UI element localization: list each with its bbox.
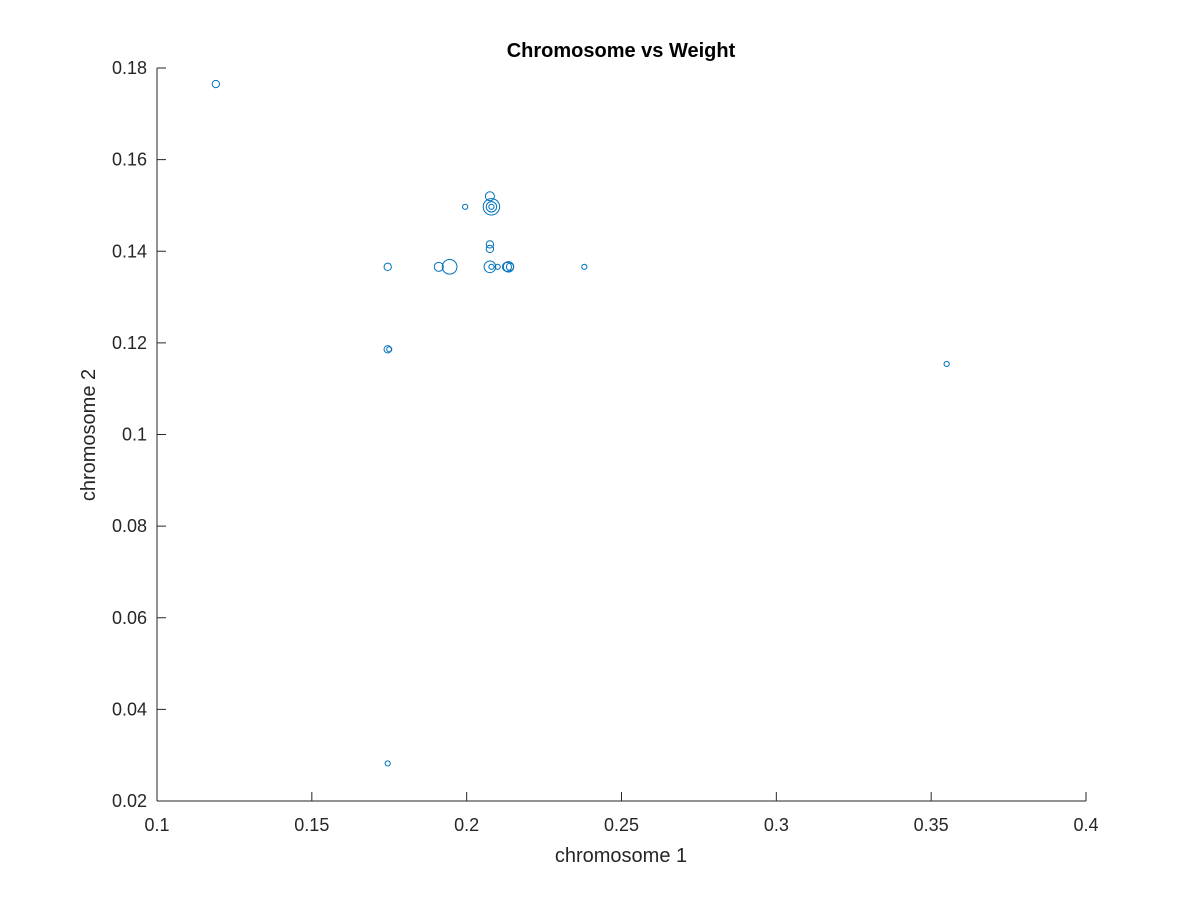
y-tick-label: 0.06: [112, 608, 147, 628]
axes: 0.1 0.15 0.2 0.25 0.3 0.35 0.4 0.02 0.04 0.06 0.08…: [112, 58, 1099, 835]
x-tick-label: 0.1: [144, 815, 169, 835]
x-tick-label: 0.35: [914, 815, 949, 835]
y-tick-label: 0.1: [122, 425, 147, 445]
data-point: [494, 263, 501, 270]
data-point: [581, 263, 588, 270]
data-point: [441, 258, 458, 275]
y-tick-label: 0.02: [112, 791, 147, 811]
y-tick-label: 0.16: [112, 150, 147, 170]
data-point: [211, 79, 221, 89]
data-point: [383, 262, 392, 272]
data-point: [488, 203, 495, 210]
data-point: [484, 191, 495, 202]
y-tick-label: 0.14: [112, 241, 147, 261]
chart-title: Chromosome vs Weight: [507, 40, 736, 62]
y-tick-label: 0.12: [112, 333, 147, 353]
x-tick-label: 0.2: [454, 815, 479, 835]
x-tick-label: 0.15: [294, 815, 329, 835]
data-point: [433, 261, 444, 272]
data-point: [386, 346, 393, 353]
y-tick-label: 0.08: [112, 516, 147, 536]
data-point: [483, 260, 497, 274]
data-point: [485, 240, 495, 249]
y-tick-label: 0.04: [112, 699, 147, 719]
data-point: [482, 198, 501, 216]
data-point: [462, 203, 469, 210]
data-point: [485, 244, 495, 254]
data-points: [211, 79, 950, 767]
data-point: [943, 360, 950, 368]
data-point: [485, 201, 498, 213]
x-tick-label: 0.4: [1073, 815, 1098, 835]
x-tick-label: 0.25: [604, 815, 639, 835]
y-tick-label: 0.18: [112, 58, 147, 78]
x-tick-label: 0.3: [764, 815, 789, 835]
data-point: [384, 760, 391, 767]
y-axis-label: chromosome 2: [78, 369, 100, 501]
x-axis-label: chromosome 1: [555, 845, 687, 867]
data-point: [505, 262, 515, 272]
data-point: [488, 263, 495, 270]
